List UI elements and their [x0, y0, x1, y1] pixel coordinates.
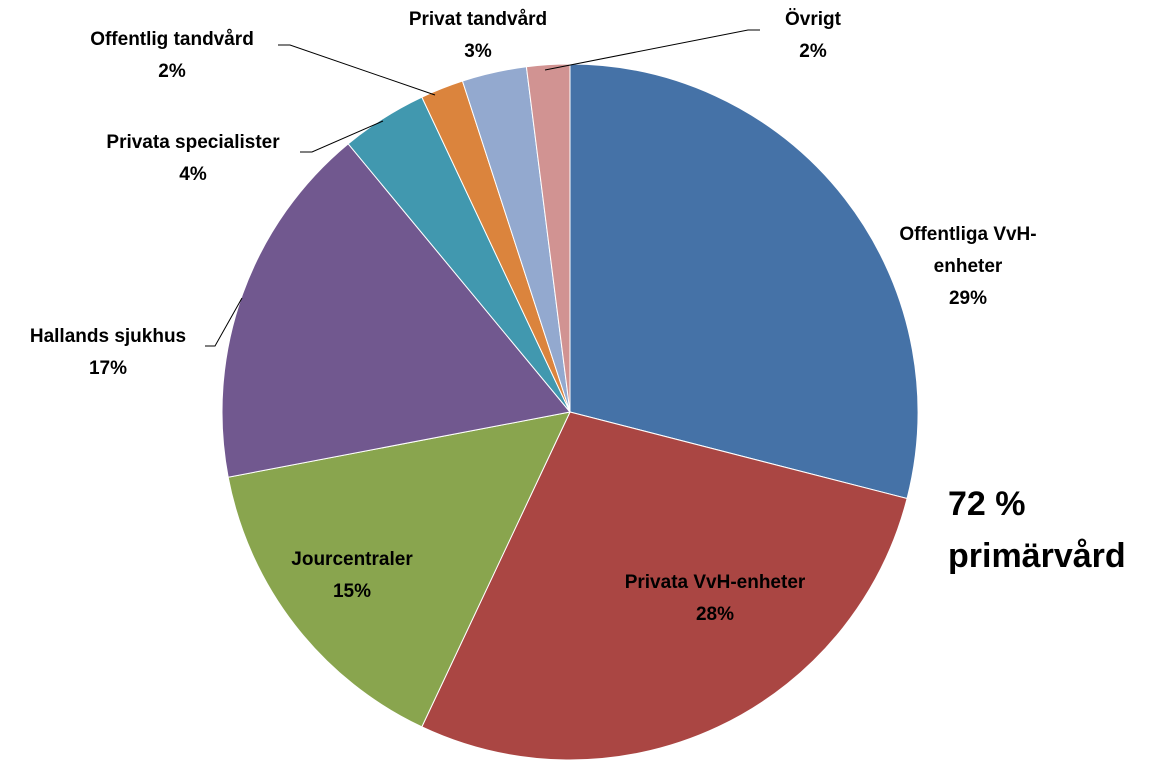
category-label: Hallands sjukhus	[29, 326, 187, 347]
category-label: Privata VvH-enheter	[624, 572, 806, 593]
annotation: 72 % primärvård	[948, 485, 1126, 575]
value-label: 3%	[464, 41, 492, 62]
leader-line	[544, 29, 760, 71]
leader-line	[278, 44, 436, 96]
slice-label: Hallands sjukhus 17%	[30, 321, 186, 385]
slice-label: Offentliga VvH-enheter 29%	[883, 219, 1053, 315]
category-label: Privat tandvård	[408, 9, 548, 30]
category-label: Övrigt	[785, 9, 841, 30]
pie-slice	[525, 63, 571, 413]
slice-label: Offentlig tandvård 2%	[90, 24, 254, 88]
slice-label: Jourcentraler 15%	[291, 544, 412, 608]
value-label: 29%	[948, 288, 988, 309]
slice-label: Övrigt 2%	[785, 4, 841, 68]
value-label: 17%	[88, 358, 128, 379]
leader-line	[300, 120, 384, 153]
category-label: Offentlig tandvård	[90, 29, 254, 50]
slice-label: Privat tandvård 3%	[409, 4, 547, 68]
leader-line	[205, 297, 243, 347]
value-label: 28%	[695, 604, 735, 625]
category-label: Offentliga VvH-enheter	[899, 224, 1037, 277]
value-label: 4%	[179, 164, 207, 185]
value-label: 2%	[158, 61, 186, 82]
pie-slice	[421, 411, 908, 760]
pie-slice	[227, 411, 571, 728]
pie-slice	[569, 63, 919, 500]
slice-label: Privata specialister 4%	[106, 127, 279, 191]
category-label: Privata specialister	[106, 132, 280, 153]
slice-label: Privata VvH-enheter 28%	[625, 567, 806, 631]
value-label: 2%	[799, 41, 827, 62]
category-label: Jourcentraler	[291, 549, 413, 570]
value-label: 15%	[332, 581, 372, 602]
pie-slice	[221, 143, 571, 478]
